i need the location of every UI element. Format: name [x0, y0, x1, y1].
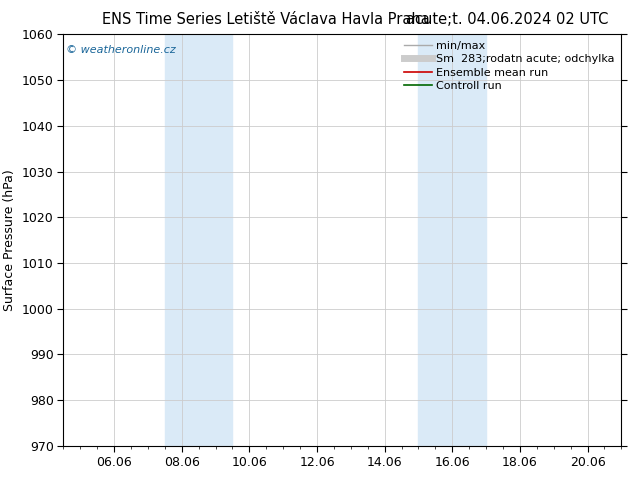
Bar	[165, 34, 233, 446]
Text: acute;t. 04.06.2024 02 UTC: acute;t. 04.06.2024 02 UTC	[406, 12, 609, 27]
Legend: min/max, Sm  283;rodatn acute; odchylka, Ensemble mean run, Controll run: min/max, Sm 283;rodatn acute; odchylka, …	[399, 37, 619, 96]
Text: ENS Time Series Letiště Václava Havla Praha: ENS Time Series Letiště Václava Havla Pr…	[103, 12, 430, 27]
Bar	[418, 34, 486, 446]
Y-axis label: Surface Pressure (hPa): Surface Pressure (hPa)	[3, 169, 16, 311]
Text: © weatheronline.cz: © weatheronline.cz	[66, 45, 176, 54]
